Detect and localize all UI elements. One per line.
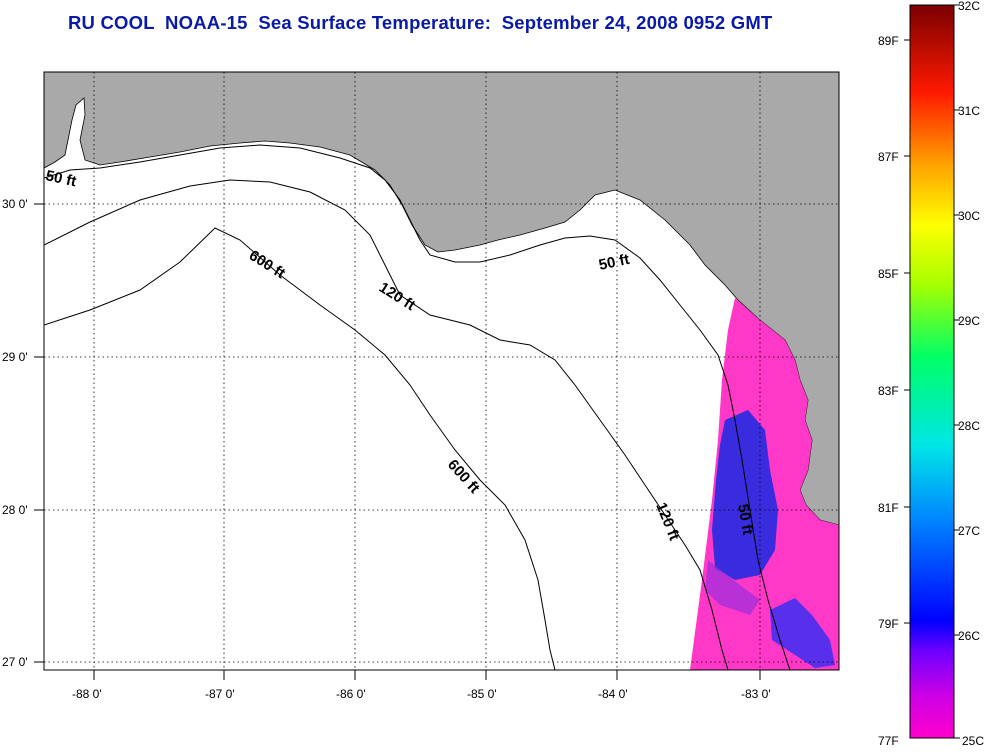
colorbar-c-label: 32C [958,0,980,13]
colorbar-c-label: 30C [958,209,980,223]
lat-tick-label: 29 0' [2,350,28,364]
lat-tick-label: 27 0' [2,655,28,669]
lon-tick-label: -84 0' [598,687,628,701]
map-frame [43,71,840,671]
sst-mid-patch [705,560,760,615]
contour-50ft [44,144,791,670]
lat-tick-label: 28 0' [2,503,28,517]
lon-tick-label: -87 0' [205,687,235,701]
colorbar-c-label: 31C [958,104,980,118]
lon-tick-label: -85 0' [467,687,497,701]
sst-cool-patch [712,410,778,580]
lon-tick-label: -83 0' [741,687,771,701]
land-mass [44,72,839,526]
colorbar-f-label: 77F [878,734,899,748]
colorbar [909,4,955,739]
lon-tick-label: -86 0' [336,687,366,701]
colorbar-f-label: 83F [878,384,899,398]
graticule [44,72,839,670]
contour-label: 50 ft [734,503,756,536]
lat-tick-label: 30 0' [2,197,28,211]
colorbar-c-label: 28C [958,419,980,433]
contour-label: 50 ft [597,251,631,274]
contour-120ft [44,179,729,670]
colorbar-f-label: 79F [878,617,899,631]
sst-cool-patch-2 [770,598,835,668]
axis-ticks [34,203,761,680]
colorbar-f-label: 81F [878,501,899,515]
colorbar-c-label: 26C [958,629,980,643]
colorbar-f-label: 85F [878,267,899,281]
colorbar-f-label: 87F [878,150,899,164]
lon-tick-label: -88 0' [72,687,102,701]
colorbar-c-label: 29C [958,314,980,328]
colorbar-c-label: 27C [958,524,980,538]
colorbar-c-label: 25C [962,734,984,748]
contour-600ft [44,227,556,670]
colorbar-f-label: 89F [878,34,899,48]
map-title: RU COOL NOAA-15 Sea Surface Temperature:… [68,12,773,33]
colorbar-ticks [904,4,960,739]
contour-label: 50 ft [44,167,78,190]
